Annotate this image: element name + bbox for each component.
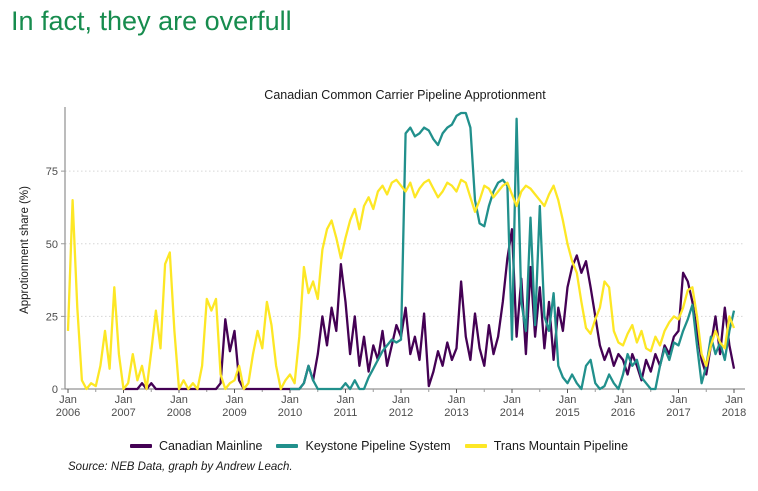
x-tick-label: Jan 2018 <box>722 394 746 419</box>
series-line-trans-mountain-pipeline <box>66 178 736 391</box>
legend-label: Trans Mountain Pipeline <box>493 439 629 453</box>
x-tick-label: Jan 2014 <box>500 394 524 419</box>
y-tick-label: 50 <box>46 239 58 251</box>
legend-label: Canadian Mainline <box>158 439 263 453</box>
series-line-canadian-mainline <box>123 228 736 391</box>
chart: Canadian Common Carrier Pipeline Approti… <box>0 85 758 425</box>
y-tick-label: 75 <box>46 166 58 178</box>
legend: Canadian Mainline Keystone Pipeline Syste… <box>0 436 758 456</box>
y-tick-label: 25 <box>46 311 58 323</box>
legend-label: Keystone Pipeline System <box>305 439 451 453</box>
x-tick-label: Jan 2006 <box>56 394 80 419</box>
y-tick-label: 0 <box>52 384 58 396</box>
x-tick-label: Jan 2013 <box>444 394 468 419</box>
legend-item-canadian-mainline: Canadian Mainline <box>129 439 263 453</box>
legend-item-keystone-pipeline-system: Keystone Pipeline System <box>276 439 451 453</box>
x-tick-label: Jan 2016 <box>611 394 635 419</box>
x-tick-label: Jan 2015 <box>555 394 579 419</box>
source-note: Source: NEB Data, graph by Andrew Leach. <box>68 461 293 473</box>
x-tick-label: Jan 2007 <box>111 394 135 419</box>
slide-title: In fact, they are overfull <box>11 6 292 36</box>
legend-swatch <box>276 444 299 448</box>
x-tick-label: Jan 2012 <box>389 394 413 419</box>
x-tick-label: Jan 2008 <box>167 394 191 419</box>
x-tick-label: Jan 2011 <box>334 394 358 419</box>
series-line-keystone-pipeline-system <box>290 111 736 391</box>
chart-title: Canadian Common Carrier Pipeline Approti… <box>264 88 546 102</box>
x-tick-label: Jan 2010 <box>278 394 302 419</box>
x-tick-label: Jan 2017 <box>666 394 690 419</box>
tick-labels: 0 25 50 75 Jan 2006 Jan 2007 Jan 2008 Jan 2009 Jan 20… <box>46 166 746 419</box>
legend-swatch <box>464 444 487 448</box>
legend-item-trans-mountain-pipeline: Trans Mountain Pipeline <box>464 439 629 453</box>
chart-canvas: Canadian Common Carrier Pipeline Approti… <box>19 88 746 419</box>
series-lines <box>66 111 736 391</box>
legend-swatch <box>129 444 152 448</box>
x-tick-label: Jan 2009 <box>222 394 246 419</box>
y-axis-label: Approtionment share (%) <box>19 186 31 314</box>
